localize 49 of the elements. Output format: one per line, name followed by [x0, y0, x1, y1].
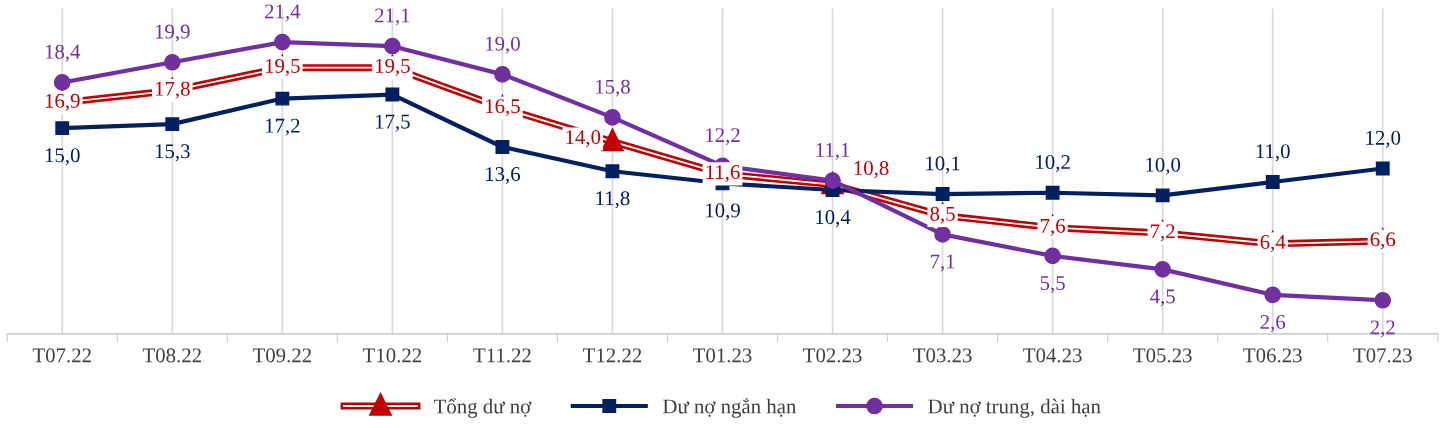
x-tick-label: T10.22: [362, 348, 422, 363]
data-label: 15,3: [155, 144, 190, 162]
data-label: 2,2: [1370, 320, 1395, 338]
data-label: 21,1: [375, 8, 410, 26]
data-label: 10,4: [816, 210, 851, 228]
data-label: 13,6: [486, 167, 521, 185]
data-label: 5,5: [1040, 276, 1065, 294]
x-tick-label: T06.23: [1243, 348, 1302, 363]
legend-label: Tổng dư nợ: [434, 398, 532, 418]
data-label: 6,6: [1370, 232, 1396, 250]
x-tick-label: T12.22: [583, 348, 642, 363]
x-tick-label: T11.22: [473, 348, 531, 363]
x-tick-label: T08.22: [142, 348, 201, 363]
data-label: 10,2: [1036, 154, 1070, 173]
data-label: 19,9: [155, 24, 190, 42]
data-label: 2,6: [1260, 315, 1286, 332]
x-tick-label: T03.23: [913, 348, 972, 363]
data-label: 10,9: [706, 203, 740, 221]
data-label: 17,5: [375, 114, 410, 132]
data-label: 7,2: [1151, 224, 1175, 242]
data-label: 8,5: [930, 206, 955, 224]
x-tick-label: T05.23: [1133, 348, 1192, 363]
x-tick-label: T01.23: [693, 348, 752, 363]
data-label: 11,1: [816, 142, 850, 160]
data-label: 10,1: [926, 156, 960, 174]
data-label: 10,0: [1146, 157, 1181, 175]
x-tick-label: T02.23: [803, 348, 862, 363]
data-label: 15,0: [45, 148, 80, 166]
data-label: 12,2: [706, 128, 740, 146]
data-label: 21,4: [265, 4, 301, 22]
x-tick-label: T04.23: [1023, 348, 1082, 363]
data-label: 18,4: [45, 44, 81, 62]
data-label: 4,5: [1150, 289, 1175, 307]
data-label: 11,8: [596, 191, 630, 209]
data-label: 6,4: [1260, 235, 1286, 253]
data-label: 12,0: [1366, 130, 1401, 148]
data-label: 10,8: [854, 161, 889, 179]
data-label: 17,2: [265, 118, 300, 136]
data-label: 19,0: [486, 36, 520, 54]
data-label: 15,8: [596, 79, 630, 97]
legend-label: Dư nợ ngắn hạn: [663, 398, 797, 418]
x-tick-label: T07.22: [32, 348, 91, 363]
data-label: 7,6: [1040, 218, 1066, 236]
legend-label: Dư nợ trung, dài hạn: [928, 398, 1101, 418]
data-label: 11,0: [1256, 144, 1290, 162]
data-label: 7,1: [930, 254, 955, 272]
data-label: 14,0: [566, 130, 601, 148]
x-tick-label: T07.23: [1353, 348, 1412, 363]
x-tick-label: T09.22: [252, 348, 311, 363]
